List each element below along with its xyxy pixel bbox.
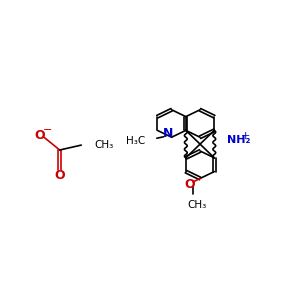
Text: CH₃: CH₃ xyxy=(94,140,113,150)
Text: O: O xyxy=(184,178,195,191)
Text: +: + xyxy=(241,131,250,141)
Text: CH₃: CH₃ xyxy=(188,200,207,210)
Text: O: O xyxy=(54,169,65,182)
Text: O: O xyxy=(35,129,45,142)
Text: −: − xyxy=(43,125,52,135)
Text: NH₂: NH₂ xyxy=(226,135,250,145)
Text: H₃C: H₃C xyxy=(126,136,145,146)
Text: N: N xyxy=(163,127,173,140)
